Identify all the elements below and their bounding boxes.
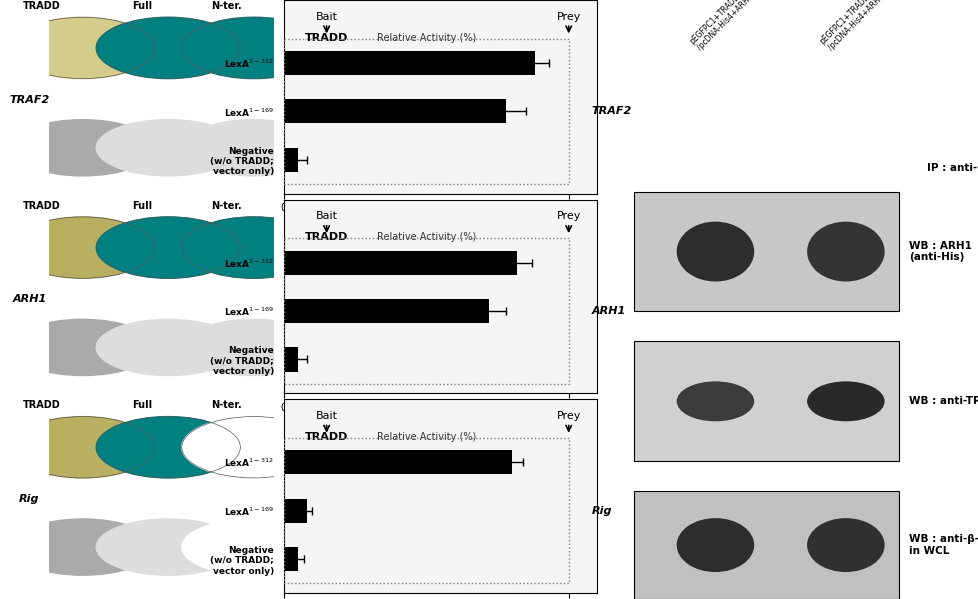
Circle shape — [96, 217, 241, 279]
Circle shape — [182, 519, 326, 575]
Circle shape — [96, 519, 241, 575]
Circle shape — [96, 319, 241, 376]
Circle shape — [11, 416, 155, 478]
Text: TRADD: TRADD — [304, 432, 348, 442]
Ellipse shape — [806, 382, 884, 421]
Ellipse shape — [676, 222, 753, 282]
Ellipse shape — [676, 382, 753, 421]
Circle shape — [182, 319, 326, 376]
Text: Full: Full — [132, 400, 152, 410]
Text: ARH1: ARH1 — [591, 306, 625, 316]
Text: Relative Activity (%): Relative Activity (%) — [377, 432, 475, 442]
Text: WB : ARH1
(anti-His): WB : ARH1 (anti-His) — [909, 241, 971, 262]
Text: TRADD: TRADD — [23, 201, 61, 211]
Text: Rig: Rig — [591, 506, 611, 516]
Circle shape — [182, 120, 326, 176]
Text: IP : anti-GFP: IP : anti-GFP — [926, 163, 978, 173]
Text: N-ter.: N-ter. — [211, 400, 242, 410]
Circle shape — [96, 416, 241, 478]
Text: Bait: Bait — [315, 12, 337, 22]
Text: Prey: Prey — [556, 411, 580, 421]
Bar — [634, 192, 898, 311]
Bar — [284, 99, 506, 123]
Bar — [284, 498, 306, 523]
Bar — [284, 148, 298, 172]
Circle shape — [11, 217, 155, 279]
Circle shape — [11, 17, 155, 78]
Text: Bait: Bait — [315, 411, 337, 421]
Bar — [284, 250, 517, 275]
Ellipse shape — [806, 222, 884, 282]
Text: ARH1: ARH1 — [13, 295, 46, 304]
Circle shape — [11, 120, 155, 176]
Bar — [284, 51, 534, 75]
Text: WB : anti-TRADD: WB : anti-TRADD — [909, 397, 978, 406]
Text: TRAF2: TRAF2 — [591, 107, 631, 116]
Circle shape — [182, 17, 326, 78]
Text: pEGFPC1+TRADD(F)
/pcDNA-His4+ARH1: pEGFPC1+TRADD(F) /pcDNA-His4+ARH1 — [818, 0, 886, 53]
Bar — [634, 491, 898, 599]
Bar — [634, 341, 898, 461]
Text: TRAF2: TRAF2 — [9, 95, 50, 105]
Text: Rig: Rig — [20, 494, 39, 504]
Text: N-ter.: N-ter. — [211, 1, 242, 11]
Text: N-ter.: N-ter. — [211, 201, 242, 211]
Text: pEGFPC1+TRADD(N)
/pcDNA-His4+ARH1: pEGFPC1+TRADD(N) /pcDNA-His4+ARH1 — [687, 0, 756, 54]
Circle shape — [182, 416, 326, 478]
Text: Prey: Prey — [556, 12, 580, 22]
Text: TRADD: TRADD — [23, 400, 61, 410]
Text: Prey: Prey — [556, 211, 580, 222]
Text: WB : anti-β-Actin
in WCL: WB : anti-β-Actin in WCL — [909, 534, 978, 556]
Text: Full: Full — [132, 1, 152, 11]
Ellipse shape — [676, 518, 753, 572]
Bar — [284, 450, 511, 474]
Ellipse shape — [806, 518, 884, 572]
Circle shape — [11, 519, 155, 575]
Circle shape — [182, 217, 326, 279]
Text: TRADD: TRADD — [23, 1, 61, 11]
Text: TRADD: TRADD — [304, 232, 348, 242]
Circle shape — [96, 17, 241, 78]
Circle shape — [11, 319, 155, 376]
Bar — [284, 547, 298, 571]
Bar — [284, 347, 298, 371]
Text: Bait: Bait — [315, 211, 337, 222]
Circle shape — [96, 120, 241, 176]
Text: Relative Activity (%): Relative Activity (%) — [377, 232, 475, 242]
Text: Relative Activity (%): Relative Activity (%) — [377, 32, 475, 43]
Text: Full: Full — [132, 201, 152, 211]
Bar — [284, 299, 488, 323]
Text: TRADD: TRADD — [304, 32, 348, 43]
